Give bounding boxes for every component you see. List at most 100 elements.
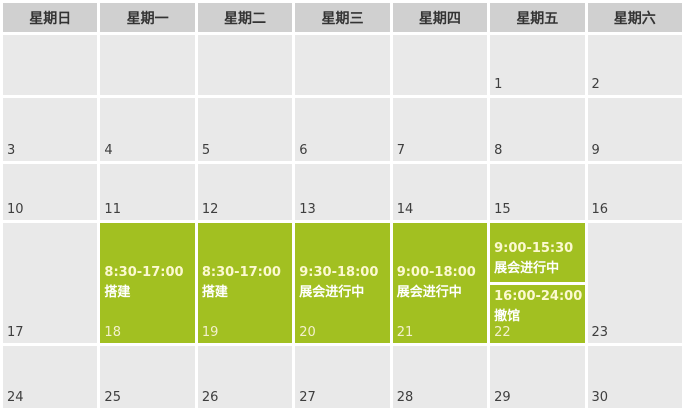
event-cell-fill: 9:00-15:30 展会进行中 16:00-24:00 撤馆	[490, 223, 585, 343]
day-cell: 9:00-18:00 展会进行中 21	[392, 223, 488, 343]
weekday-header-tuesday: 星期二	[197, 3, 293, 32]
date-number: 11	[104, 202, 121, 217]
date-number: 1	[494, 77, 503, 92]
weekday-header-saturday: 星期六	[587, 3, 682, 32]
event-label: 展会进行中	[299, 285, 365, 300]
date-number: 30	[591, 390, 609, 405]
date-number: 5	[201, 143, 211, 158]
weekday-header-row: 星期日 星期一 星期二 星期三 星期四 星期五 星期六	[3, 3, 682, 32]
event-cell-fill: 8:30-17:00 搭建	[100, 223, 195, 343]
date-number: 3	[7, 143, 16, 158]
date-number: 14	[396, 202, 414, 217]
event-cell-fill: 9:30-18:00 展会进行中	[295, 223, 390, 343]
day-cell	[295, 35, 390, 95]
week-row: 24 25 26 27 28 29 30	[3, 346, 682, 408]
date-number: 15	[494, 202, 511, 217]
date-number: 21	[396, 325, 414, 340]
day-cell: 9:00-15:30 展会进行中 16:00-24:00 撤馆 22	[490, 223, 585, 343]
event-label: 撤馆	[494, 309, 521, 324]
day-cell: 24	[3, 346, 98, 408]
event-block: 8:30-17:00 搭建	[100, 223, 195, 343]
day-cell	[3, 35, 98, 95]
date-number: 29	[494, 390, 511, 405]
date-number: 4	[104, 143, 113, 158]
day-cell: 25	[100, 346, 195, 408]
day-cell: 26	[197, 346, 293, 408]
date-number: 12	[201, 202, 219, 217]
day-cell: 29	[490, 346, 585, 408]
day-cell: 13	[295, 164, 390, 220]
date-number: 6	[299, 143, 308, 158]
week-row: 3 4 5 6 7 8 9	[3, 98, 682, 161]
day-cell: 30	[587, 346, 682, 408]
day-cell: 11	[100, 164, 195, 220]
day-cell: 14	[392, 164, 488, 220]
date-number: 22	[494, 325, 511, 340]
day-cell: 7	[392, 98, 488, 161]
day-cell: 8:30-17:00 搭建 18	[100, 223, 195, 343]
date-number: 10	[7, 202, 24, 217]
day-cell	[392, 35, 488, 95]
date-number: 2	[591, 77, 600, 92]
event-time: 9:30-18:00	[299, 265, 379, 280]
event-time: 9:00-15:30	[494, 241, 574, 256]
day-cell: 12	[197, 164, 293, 220]
date-number: 17	[7, 325, 24, 340]
date-number: 23	[591, 325, 609, 340]
day-cell: 9:30-18:00 展会进行中 20	[295, 223, 390, 343]
day-cell: 4	[100, 98, 195, 161]
day-cell: 3	[3, 98, 98, 161]
event-cell-fill: 9:00-18:00 展会进行中	[392, 223, 488, 343]
day-cell: 17	[3, 223, 98, 343]
weekday-header-thursday: 星期四	[392, 3, 488, 32]
weekday-header-wednesday: 星期三	[295, 3, 390, 32]
weekday-header-sunday: 星期日	[3, 3, 98, 32]
day-cell: 16	[587, 164, 682, 220]
date-number: 19	[201, 325, 219, 340]
day-cell: 23	[587, 223, 682, 343]
date-number: 8	[494, 143, 503, 158]
day-cell: 5	[197, 98, 293, 161]
week-row: 10 11 12 13 14 15 16	[3, 164, 682, 220]
date-number: 24	[7, 390, 24, 405]
date-number: 7	[396, 143, 405, 158]
date-number: 13	[299, 202, 316, 217]
weekday-header-monday: 星期一	[100, 3, 195, 32]
day-cell	[197, 35, 293, 95]
day-cell: 10	[3, 164, 98, 220]
event-block: 9:00-18:00 展会进行中	[392, 223, 488, 343]
day-cell: 1	[490, 35, 585, 95]
calendar-body: 1 2 3 4 5 6 7 8 9 10 11 12 13 14 15 16 17 8:30-17:00 搭建 18 8…	[3, 35, 682, 408]
date-number: 28	[396, 390, 414, 405]
day-cell: 9	[587, 98, 682, 161]
date-number: 26	[201, 390, 219, 405]
event-block: 16:00-24:00 撤馆	[490, 285, 585, 343]
weekday-header-friday: 星期五	[490, 3, 585, 32]
day-cell: 15	[490, 164, 585, 220]
event-label: 展会进行中	[494, 261, 560, 276]
event-block: 9:30-18:00 展会进行中	[295, 223, 390, 343]
day-cell: 28	[392, 346, 488, 408]
event-time: 9:00-18:00	[396, 265, 476, 280]
event-label: 展会进行中	[396, 285, 462, 300]
date-number: 18	[104, 325, 121, 340]
week-row: 17 8:30-17:00 搭建 18 8:30-17:00 搭建 19 9:30-18:00…	[3, 223, 682, 343]
date-number: 27	[299, 390, 316, 405]
event-time: 8:30-17:00	[201, 265, 281, 280]
event-label: 搭建	[201, 285, 228, 300]
event-block: 9:00-15:30 展会进行中	[490, 223, 585, 282]
day-cell: 2	[587, 35, 682, 95]
day-cell: 6	[295, 98, 390, 161]
day-cell: 27	[295, 346, 390, 408]
day-cell	[100, 35, 195, 95]
date-number: 20	[299, 325, 316, 340]
date-number: 9	[591, 143, 600, 158]
day-cell: 8:30-17:00 搭建 19	[197, 223, 293, 343]
event-time: 16:00-24:00	[494, 289, 583, 304]
day-cell: 8	[490, 98, 585, 161]
date-number: 25	[104, 390, 121, 405]
event-cell-fill: 8:30-17:00 搭建	[197, 223, 293, 343]
date-number: 16	[591, 202, 609, 217]
